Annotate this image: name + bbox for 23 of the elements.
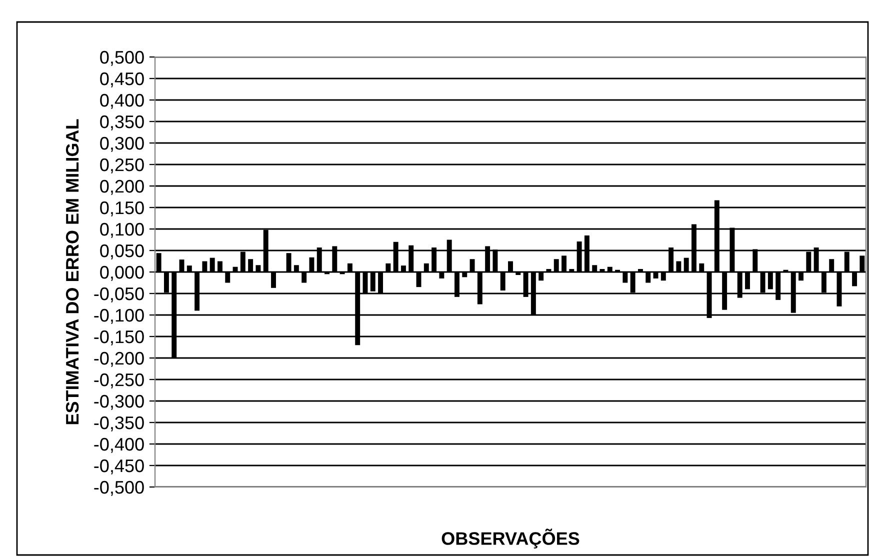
y-tick-label: -0,400 (94, 438, 144, 453)
y-tick-label: -0,250 (94, 373, 144, 388)
y-tick-label: 0,100 (100, 222, 144, 238)
y-tick-label: -0,300 (94, 394, 144, 410)
y-tick-label: 0,150 (100, 201, 144, 216)
y-tick-label: 0,350 (100, 115, 144, 130)
y-tick-label: 0,450 (100, 72, 144, 88)
y-tick-label: 0,200 (100, 180, 144, 195)
y-tick-label: -0,150 (94, 330, 144, 346)
y-tick-label: 0,000 (100, 266, 144, 281)
y-tick-label: 0,250 (100, 158, 144, 174)
y-tick-label: -0,350 (94, 416, 144, 432)
y-tick-label: 0,300 (100, 136, 144, 152)
y-tick-label: 0,400 (100, 94, 144, 109)
y-tick-label: 0,500 (100, 50, 144, 66)
y-tick-label: -0,100 (94, 308, 144, 324)
y-tick-label: 0,050 (100, 244, 144, 260)
x-axis-title: OBSERVAÇÕES (442, 528, 580, 548)
y-axis-title: ESTIMATIVA DO ERRO EM MILIGAL (66, 119, 79, 424)
y-tick-label: -0,500 (94, 480, 144, 496)
y-tick-label: -0,050 (94, 287, 144, 302)
y-tick-label: -0,450 (94, 459, 144, 474)
y-tick-label: -0,200 (94, 352, 144, 367)
